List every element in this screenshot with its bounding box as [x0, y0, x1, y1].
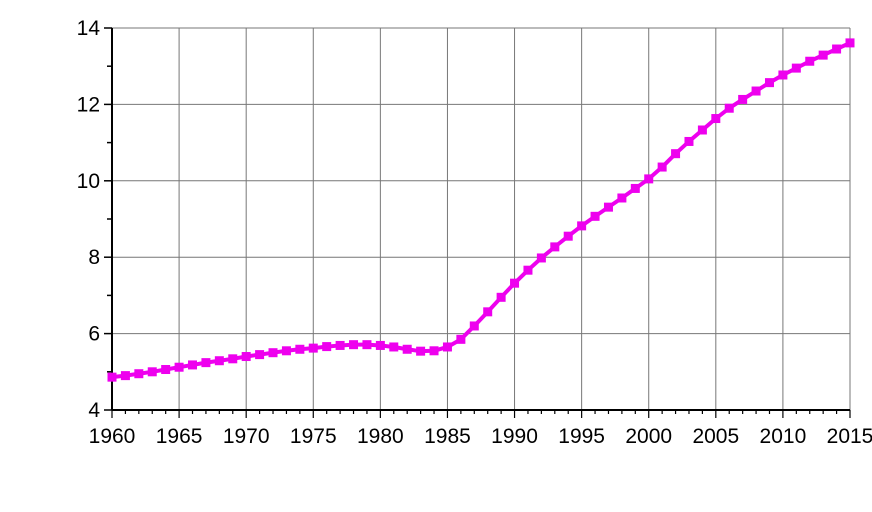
- data-point: [577, 221, 586, 230]
- data-point: [255, 350, 264, 359]
- data-point: [832, 45, 841, 54]
- data-point: [376, 341, 385, 350]
- data-point: [778, 70, 787, 79]
- data-point: [336, 341, 345, 350]
- x-tick-label: 1980: [357, 425, 404, 448]
- data-point: [322, 342, 331, 351]
- x-tick-label: 1995: [558, 425, 605, 448]
- data-point: [175, 363, 184, 372]
- data-point: [537, 253, 546, 262]
- data-point: [671, 149, 680, 158]
- data-point: [188, 360, 197, 369]
- data-point: [295, 345, 304, 354]
- data-point: [631, 184, 640, 193]
- data-point: [497, 293, 506, 302]
- data-point: [134, 369, 143, 378]
- data-point: [470, 321, 479, 330]
- data-point: [617, 193, 626, 202]
- data-point: [792, 64, 801, 73]
- data-point: [148, 367, 157, 376]
- x-tick-label: 1965: [156, 425, 203, 448]
- series-line: [112, 43, 850, 377]
- data-point: [523, 266, 532, 275]
- data-point: [725, 104, 734, 113]
- x-tick-label: 1970: [223, 425, 270, 448]
- data-point: [604, 203, 613, 212]
- x-tick-label: 2005: [692, 425, 739, 448]
- y-tick-label: 10: [77, 170, 100, 193]
- data-point: [819, 51, 828, 60]
- tick-labels: 4 6 8 10 12 14 1960 1965 1970 1975 1980 1985 1990 199…: [77, 17, 872, 448]
- y-tick-label: 12: [77, 93, 100, 116]
- data-point: [201, 358, 210, 367]
- data-series: [108, 38, 855, 381]
- data-point: [228, 354, 237, 363]
- data-point: [644, 174, 653, 183]
- data-point: [309, 344, 318, 353]
- y-tick-label: 14: [77, 17, 101, 40]
- data-point: [684, 137, 693, 146]
- data-point: [443, 342, 452, 351]
- x-tick-label: 1975: [290, 425, 337, 448]
- x-tick-label: 1960: [89, 425, 136, 448]
- data-point: [362, 340, 371, 349]
- x-tick-label: 1990: [491, 425, 538, 448]
- data-point: [658, 163, 667, 172]
- grid-lines: [112, 28, 850, 410]
- data-point: [738, 95, 747, 104]
- data-point: [711, 114, 720, 123]
- x-tick-label: 2010: [760, 425, 807, 448]
- data-point: [242, 352, 251, 361]
- data-point: [510, 279, 519, 288]
- x-tick-label: 1985: [424, 425, 471, 448]
- data-point: [108, 373, 117, 382]
- data-point: [389, 342, 398, 351]
- x-tick-label: 2015: [827, 425, 872, 448]
- data-point: [349, 340, 358, 349]
- data-point: [215, 356, 224, 365]
- data-point: [698, 125, 707, 134]
- data-point: [430, 346, 439, 355]
- data-point: [416, 347, 425, 356]
- y-tick-label: 8: [88, 246, 100, 269]
- data-point: [161, 365, 170, 374]
- data-point: [765, 78, 774, 87]
- data-point: [456, 335, 465, 344]
- data-point: [550, 242, 559, 251]
- x-tick-label: 2000: [625, 425, 672, 448]
- data-point: [564, 232, 573, 241]
- y-tick-label: 4: [88, 399, 100, 422]
- data-point: [805, 57, 814, 66]
- data-point: [403, 345, 412, 354]
- data-point: [483, 307, 492, 316]
- y-tick-label: 6: [88, 323, 100, 346]
- data-point: [282, 346, 291, 355]
- data-point: [269, 348, 278, 357]
- data-point: [846, 38, 855, 47]
- data-point: [752, 87, 761, 96]
- data-point: [591, 212, 600, 221]
- data-point: [121, 371, 130, 380]
